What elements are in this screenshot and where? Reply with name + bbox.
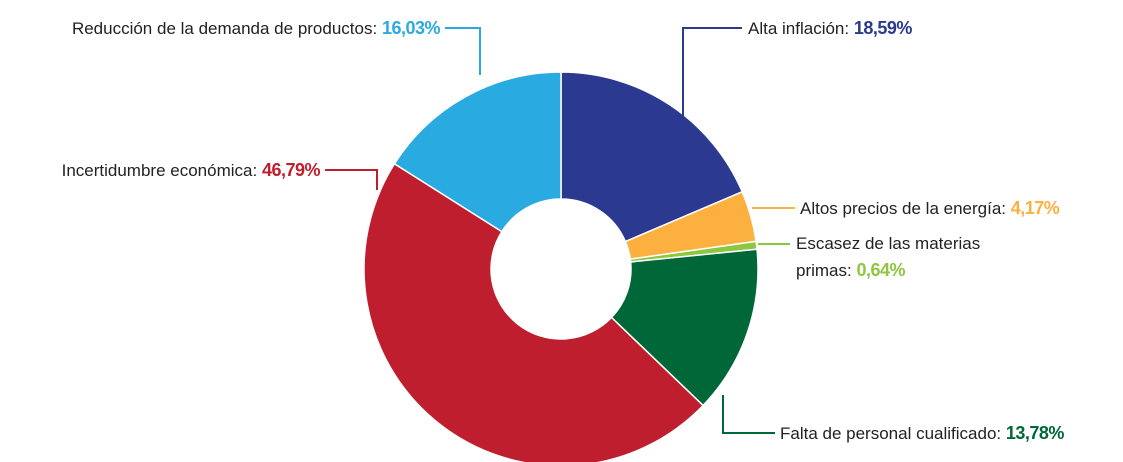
slice-label: Alta inflación: 18,59% <box>748 15 912 42</box>
value-label: 0,64% <box>856 260 906 280</box>
leader-line <box>682 27 742 150</box>
leader-line <box>722 395 775 434</box>
value-label: 46,79% <box>261 160 321 180</box>
slice-label: Reducción de la demanda de productos: 16… <box>71 15 441 42</box>
value-label: 16,03% <box>381 18 441 38</box>
category-name: Altos precios de la energía: <box>800 199 1007 218</box>
category-name: Escasez de las materias primas: <box>796 234 981 280</box>
leader-line <box>445 27 481 75</box>
slice-label: Altos precios de la energía: 4,17% <box>800 195 1060 222</box>
category-name: Reducción de la demanda de productos: <box>71 19 378 38</box>
donut-slice <box>363 162 705 462</box>
slice-label: Incertidumbre económica: 46,79% <box>61 157 321 184</box>
category-name: Alta inflación: <box>748 19 850 38</box>
value-label: 13,78% <box>1005 423 1065 443</box>
slice-label: Escasez de las materias primas: 0,64% <box>796 231 1026 284</box>
donut-slice <box>393 71 562 233</box>
value-label: 18,59% <box>853 18 913 38</box>
category-name: Incertidumbre económica: <box>61 161 258 180</box>
leader-line <box>325 169 378 190</box>
donut-slice <box>610 248 759 407</box>
slice-label: Falta de personal cualificado: 13,78% <box>780 420 1064 447</box>
value-label: 4,17% <box>1010 198 1060 218</box>
donut-slice <box>560 71 744 243</box>
category-name: Falta de personal cualificado: <box>780 424 1002 443</box>
